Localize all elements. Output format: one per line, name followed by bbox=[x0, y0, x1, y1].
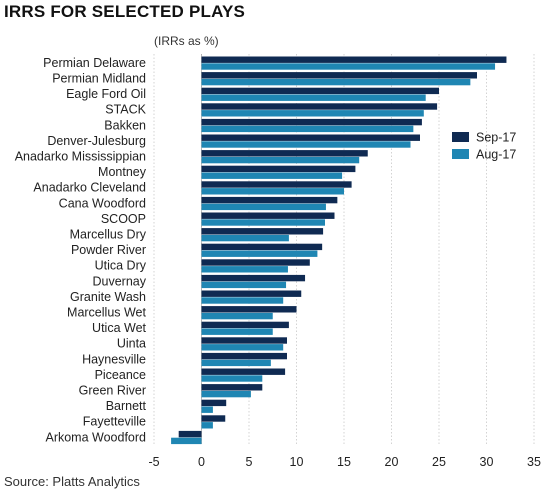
bar-aug-17 bbox=[201, 250, 318, 257]
bar-sep-17 bbox=[201, 384, 263, 391]
category-label: Duvernay bbox=[93, 274, 147, 288]
category-label: Denver-Julesburg bbox=[47, 134, 146, 148]
bar-aug-17 bbox=[201, 266, 288, 273]
category-label: Anadarko Mississippian bbox=[15, 150, 146, 164]
legend-label: Sep-17 bbox=[476, 131, 516, 145]
category-label: Cana Woodford bbox=[59, 196, 146, 210]
category-label: Eagle Ford Oil bbox=[66, 87, 146, 101]
category-label: Haynesville bbox=[82, 352, 146, 366]
x-tick-label: 35 bbox=[527, 455, 541, 469]
bar-sep-17 bbox=[201, 415, 226, 422]
bar-sep-17 bbox=[201, 134, 420, 141]
bar-aug-17 bbox=[201, 78, 471, 86]
bar-sep-17 bbox=[201, 56, 507, 63]
bar-aug-17 bbox=[201, 172, 343, 179]
bar-aug-17 bbox=[201, 297, 284, 304]
x-tick-label: 10 bbox=[290, 455, 304, 469]
bar-aug-17 bbox=[201, 234, 289, 242]
bar-aug-17 bbox=[201, 188, 344, 195]
bar-sep-17 bbox=[201, 352, 287, 360]
bar-aug-17 bbox=[201, 344, 284, 351]
category-label: Permian Delaware bbox=[43, 56, 146, 70]
category-label: Marcellus Wet bbox=[67, 306, 146, 320]
category-label: Uinta bbox=[117, 337, 146, 351]
bar-aug-17 bbox=[201, 375, 263, 382]
bar-aug-17 bbox=[201, 328, 273, 335]
legend-swatch bbox=[452, 132, 469, 142]
category-label: Utica Wet bbox=[92, 321, 146, 335]
bar-aug-17 bbox=[201, 203, 326, 211]
bar-sep-17 bbox=[201, 165, 356, 173]
category-label: SCOOP bbox=[101, 212, 146, 226]
category-label: Montney bbox=[98, 165, 147, 179]
bars bbox=[171, 56, 507, 445]
x-tick-label: 0 bbox=[198, 455, 205, 469]
category-label: Marcellus Dry bbox=[70, 228, 147, 242]
bar-sep-17 bbox=[201, 181, 352, 188]
bar-aug-17 bbox=[201, 94, 426, 101]
category-label: Bakken bbox=[104, 118, 146, 132]
bar-sep-17 bbox=[201, 150, 368, 157]
bar-aug-17 bbox=[201, 359, 271, 367]
bar-sep-17 bbox=[201, 290, 302, 297]
bar-aug-17 bbox=[201, 390, 251, 398]
legend-label: Aug-17 bbox=[476, 148, 516, 162]
bar-aug-17 bbox=[201, 312, 273, 320]
bar-sep-17 bbox=[201, 228, 324, 235]
bar-aug-17 bbox=[201, 406, 213, 413]
bar-sep-17 bbox=[201, 212, 335, 219]
bar-sep-17 bbox=[201, 118, 422, 126]
bar-aug-17 bbox=[171, 437, 202, 445]
x-tick-label: 5 bbox=[246, 455, 253, 469]
category-label: Fayetteville bbox=[83, 415, 146, 429]
category-label: Anadarko Cleveland bbox=[33, 181, 146, 195]
x-tick-label: -5 bbox=[148, 455, 159, 469]
bar-aug-17 bbox=[201, 219, 325, 226]
category-label: Arkoma Woodford bbox=[45, 430, 146, 444]
category-label: Powder River bbox=[71, 243, 146, 257]
source-note: Source: Platts Analytics bbox=[4, 474, 140, 489]
bar-aug-17 bbox=[201, 63, 496, 70]
legend-swatch bbox=[452, 149, 469, 159]
bar-sep-17 bbox=[201, 337, 287, 344]
bar-aug-17 bbox=[201, 156, 360, 164]
chart-title: IRRS FOR SELECTED PLAYS bbox=[4, 2, 246, 21]
bar-aug-17 bbox=[201, 125, 414, 133]
x-tick-label: 30 bbox=[480, 455, 494, 469]
bar-sep-17 bbox=[201, 87, 439, 95]
bar-sep-17 bbox=[201, 243, 323, 251]
legend: Sep-17 Aug-17 bbox=[452, 131, 516, 162]
x-axis-ticks: -5 0 5 10 15 20 25 30 35 bbox=[148, 455, 541, 469]
category-label: Utica Dry bbox=[95, 259, 147, 273]
bar-sep-17 bbox=[201, 321, 289, 329]
x-tick-label: 15 bbox=[337, 455, 351, 469]
category-label: Granite Wash bbox=[70, 290, 146, 304]
bar-sep-17 bbox=[201, 259, 310, 266]
bar-sep-17 bbox=[201, 72, 477, 79]
category-label: Permian Midland bbox=[52, 72, 146, 86]
bar-sep-17 bbox=[201, 196, 338, 204]
bar-aug-17 bbox=[201, 141, 411, 148]
bar-sep-17 bbox=[201, 306, 297, 313]
bar-sep-17 bbox=[201, 103, 438, 110]
x-tick-label: 25 bbox=[432, 455, 446, 469]
category-label: Green River bbox=[79, 384, 146, 398]
x-tick-label: 20 bbox=[385, 455, 399, 469]
bar-aug-17 bbox=[201, 110, 424, 117]
bar-sep-17 bbox=[178, 430, 202, 438]
bar-sep-17 bbox=[201, 399, 227, 407]
category-label: Piceance bbox=[95, 368, 146, 382]
bar-aug-17 bbox=[201, 281, 287, 289]
bar-sep-17 bbox=[201, 368, 286, 375]
bar-aug-17 bbox=[201, 422, 213, 429]
category-label: STACK bbox=[105, 103, 146, 117]
category-label: Barnett bbox=[106, 399, 147, 413]
unit-label: (IRRs as %) bbox=[154, 34, 219, 48]
bar-sep-17 bbox=[201, 274, 306, 282]
